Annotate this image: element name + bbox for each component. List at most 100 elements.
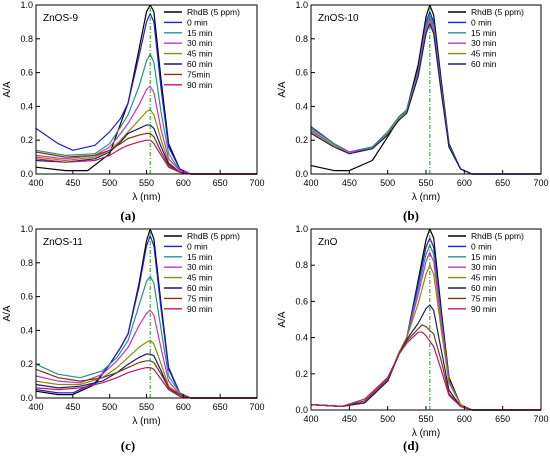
series-line-15-min bbox=[35, 275, 257, 399]
x-tick-label: 600 bbox=[457, 414, 472, 424]
y-tick-label: 0.2 bbox=[20, 359, 33, 369]
sample-label: ZnOS-10 bbox=[318, 13, 359, 24]
legend-label-45-min: 45 min bbox=[187, 49, 213, 59]
legend-label-15-min: 15 min bbox=[187, 252, 213, 262]
x-tick-label: 450 bbox=[342, 414, 357, 424]
legend-label-0-min: 0 min bbox=[471, 17, 492, 27]
x-tick-label: 400 bbox=[303, 414, 318, 424]
x-tick-label: 550 bbox=[418, 178, 433, 188]
x-tick-label: 700 bbox=[533, 414, 548, 424]
series-line-75min bbox=[35, 132, 257, 175]
x-tick-label: 600 bbox=[457, 178, 472, 188]
legend-label-rhdb-5-ppm: RhdB (5 ppm) bbox=[187, 7, 240, 17]
x-tick-label: 450 bbox=[65, 178, 80, 188]
legend-label-15-min: 15 min bbox=[471, 252, 497, 262]
x-tick-label: 550 bbox=[139, 402, 154, 412]
legend-label-30-min: 30 min bbox=[187, 38, 213, 48]
series-line-90-min bbox=[35, 139, 257, 175]
x-tick-label: 600 bbox=[176, 402, 191, 412]
y-tick-label: 0.8 bbox=[295, 260, 308, 270]
x-tick-label: 400 bbox=[28, 402, 43, 412]
x-axis-label: λ (nm) bbox=[132, 192, 160, 203]
legend-label-15-min: 15 min bbox=[187, 28, 213, 38]
legend-label-0-min: 0 min bbox=[187, 241, 208, 251]
legend-label-0-min: 0 min bbox=[471, 241, 492, 251]
y-tick-label: 0.0 bbox=[20, 169, 33, 179]
y-tick-label: 0.4 bbox=[295, 333, 308, 343]
y-tick-label: 1.0 bbox=[295, 0, 308, 10]
y-tick-label: 0.2 bbox=[20, 135, 33, 145]
y-axis-label: A/A bbox=[277, 81, 288, 97]
y-tick-label: 0.6 bbox=[295, 68, 308, 78]
legend-label-90-min: 90 min bbox=[471, 304, 497, 314]
x-tick-label: 400 bbox=[303, 178, 318, 188]
panel-b: 400 450 500 550 600 650 700 0.0 0.2 0.4 0.6 0.8 1.0 λ… bbox=[277, 0, 549, 223]
series-line-60-min bbox=[35, 124, 257, 175]
x-axis-label: λ (nm) bbox=[412, 428, 440, 439]
legend-label-60-min: 60 min bbox=[471, 283, 497, 293]
x-tick-label: 500 bbox=[380, 178, 395, 188]
panel-tag-text: (a) bbox=[120, 208, 135, 223]
series-line-30-min bbox=[310, 17, 541, 175]
panel-tag-text: (c) bbox=[121, 438, 135, 453]
legend-label-30-min: 30 min bbox=[471, 38, 497, 48]
x-tick-label: 500 bbox=[102, 402, 117, 412]
legend-label-30-min: 30 min bbox=[471, 262, 497, 272]
legend-label-60-min: 60 min bbox=[187, 59, 213, 69]
x-tick-label: 550 bbox=[418, 414, 433, 424]
panel-tag: (b) bbox=[403, 208, 419, 223]
series-line-15-min bbox=[310, 244, 541, 411]
y-tick-label: 0.8 bbox=[20, 258, 33, 268]
y-tick-label: 0.4 bbox=[20, 325, 33, 335]
x-tick-label: 700 bbox=[533, 178, 548, 188]
panel-tag: (d) bbox=[403, 438, 419, 453]
series-line-0-min bbox=[35, 12, 257, 175]
y-axis-label: A/A bbox=[2, 81, 13, 97]
y-tick-label: 0.4 bbox=[295, 101, 308, 111]
y-tick-label: 0.6 bbox=[20, 68, 33, 78]
legend-label-30-min: 30 min bbox=[187, 262, 213, 272]
series-line-60-min bbox=[310, 304, 541, 411]
x-tick-label: 550 bbox=[139, 178, 154, 188]
panel-tag-text: (b) bbox=[403, 208, 419, 223]
legend-label-rhdb-5-ppm: RhdB (5 ppm) bbox=[471, 231, 524, 241]
y-tick-label: 0.0 bbox=[295, 405, 308, 415]
y-tick-label: 0.6 bbox=[20, 292, 33, 302]
legend-label-45-min: 45 min bbox=[471, 49, 497, 59]
series-line-45-min bbox=[35, 339, 257, 399]
x-axis-label: λ (nm) bbox=[412, 192, 440, 203]
x-tick-label: 650 bbox=[495, 178, 510, 188]
y-tick-label: 0.0 bbox=[295, 169, 308, 179]
legend-label-15-min: 15 min bbox=[471, 28, 497, 38]
y-tick-label: 1.0 bbox=[20, 224, 33, 234]
series-line-75-min bbox=[310, 324, 541, 411]
x-tick-label: 650 bbox=[495, 414, 510, 424]
legend-label-60-min: 60 min bbox=[187, 283, 213, 293]
series-line-60-min bbox=[310, 23, 541, 175]
panel-tag-text: (d) bbox=[403, 438, 419, 453]
legend-label-rhdb-5-ppm: RhdB (5 ppm) bbox=[187, 231, 240, 241]
panel-d: 400 450 500 550 600 650 700 0.0 0.2 0.4 0.6 0.8 1.0 λ… bbox=[277, 224, 549, 453]
panel-a: 400 450 500 550 600 650 700 0.0 0.2 0.4 0.6 0.8 1.0 λ… bbox=[2, 0, 265, 223]
y-axis-label: A/A bbox=[2, 305, 13, 321]
legend-label-75-min: 75 min bbox=[471, 293, 497, 303]
panel-tag: (c) bbox=[121, 438, 135, 453]
x-tick-label: 700 bbox=[249, 178, 264, 188]
y-tick-label: 1.0 bbox=[20, 0, 33, 10]
x-tick-label: 450 bbox=[65, 402, 80, 412]
series-line-45-min bbox=[35, 109, 257, 175]
series-line-30-min bbox=[35, 85, 257, 175]
sample-label: ZnOS-9 bbox=[43, 13, 78, 24]
legend-label-60-min: 60 min bbox=[471, 59, 497, 69]
legend-label-45-min: 45 min bbox=[187, 273, 213, 283]
y-tick-label: 1.0 bbox=[295, 224, 308, 234]
panel-tag: (a) bbox=[120, 208, 135, 223]
series-line-15-min bbox=[35, 53, 257, 175]
y-tick-label: 0.4 bbox=[20, 101, 33, 111]
y-tick-label: 0.0 bbox=[20, 393, 33, 403]
x-tick-label: 650 bbox=[213, 402, 228, 412]
legend-label-45-min: 45 min bbox=[471, 273, 497, 283]
x-tick-label: 500 bbox=[380, 414, 395, 424]
x-tick-label: 700 bbox=[249, 402, 264, 412]
